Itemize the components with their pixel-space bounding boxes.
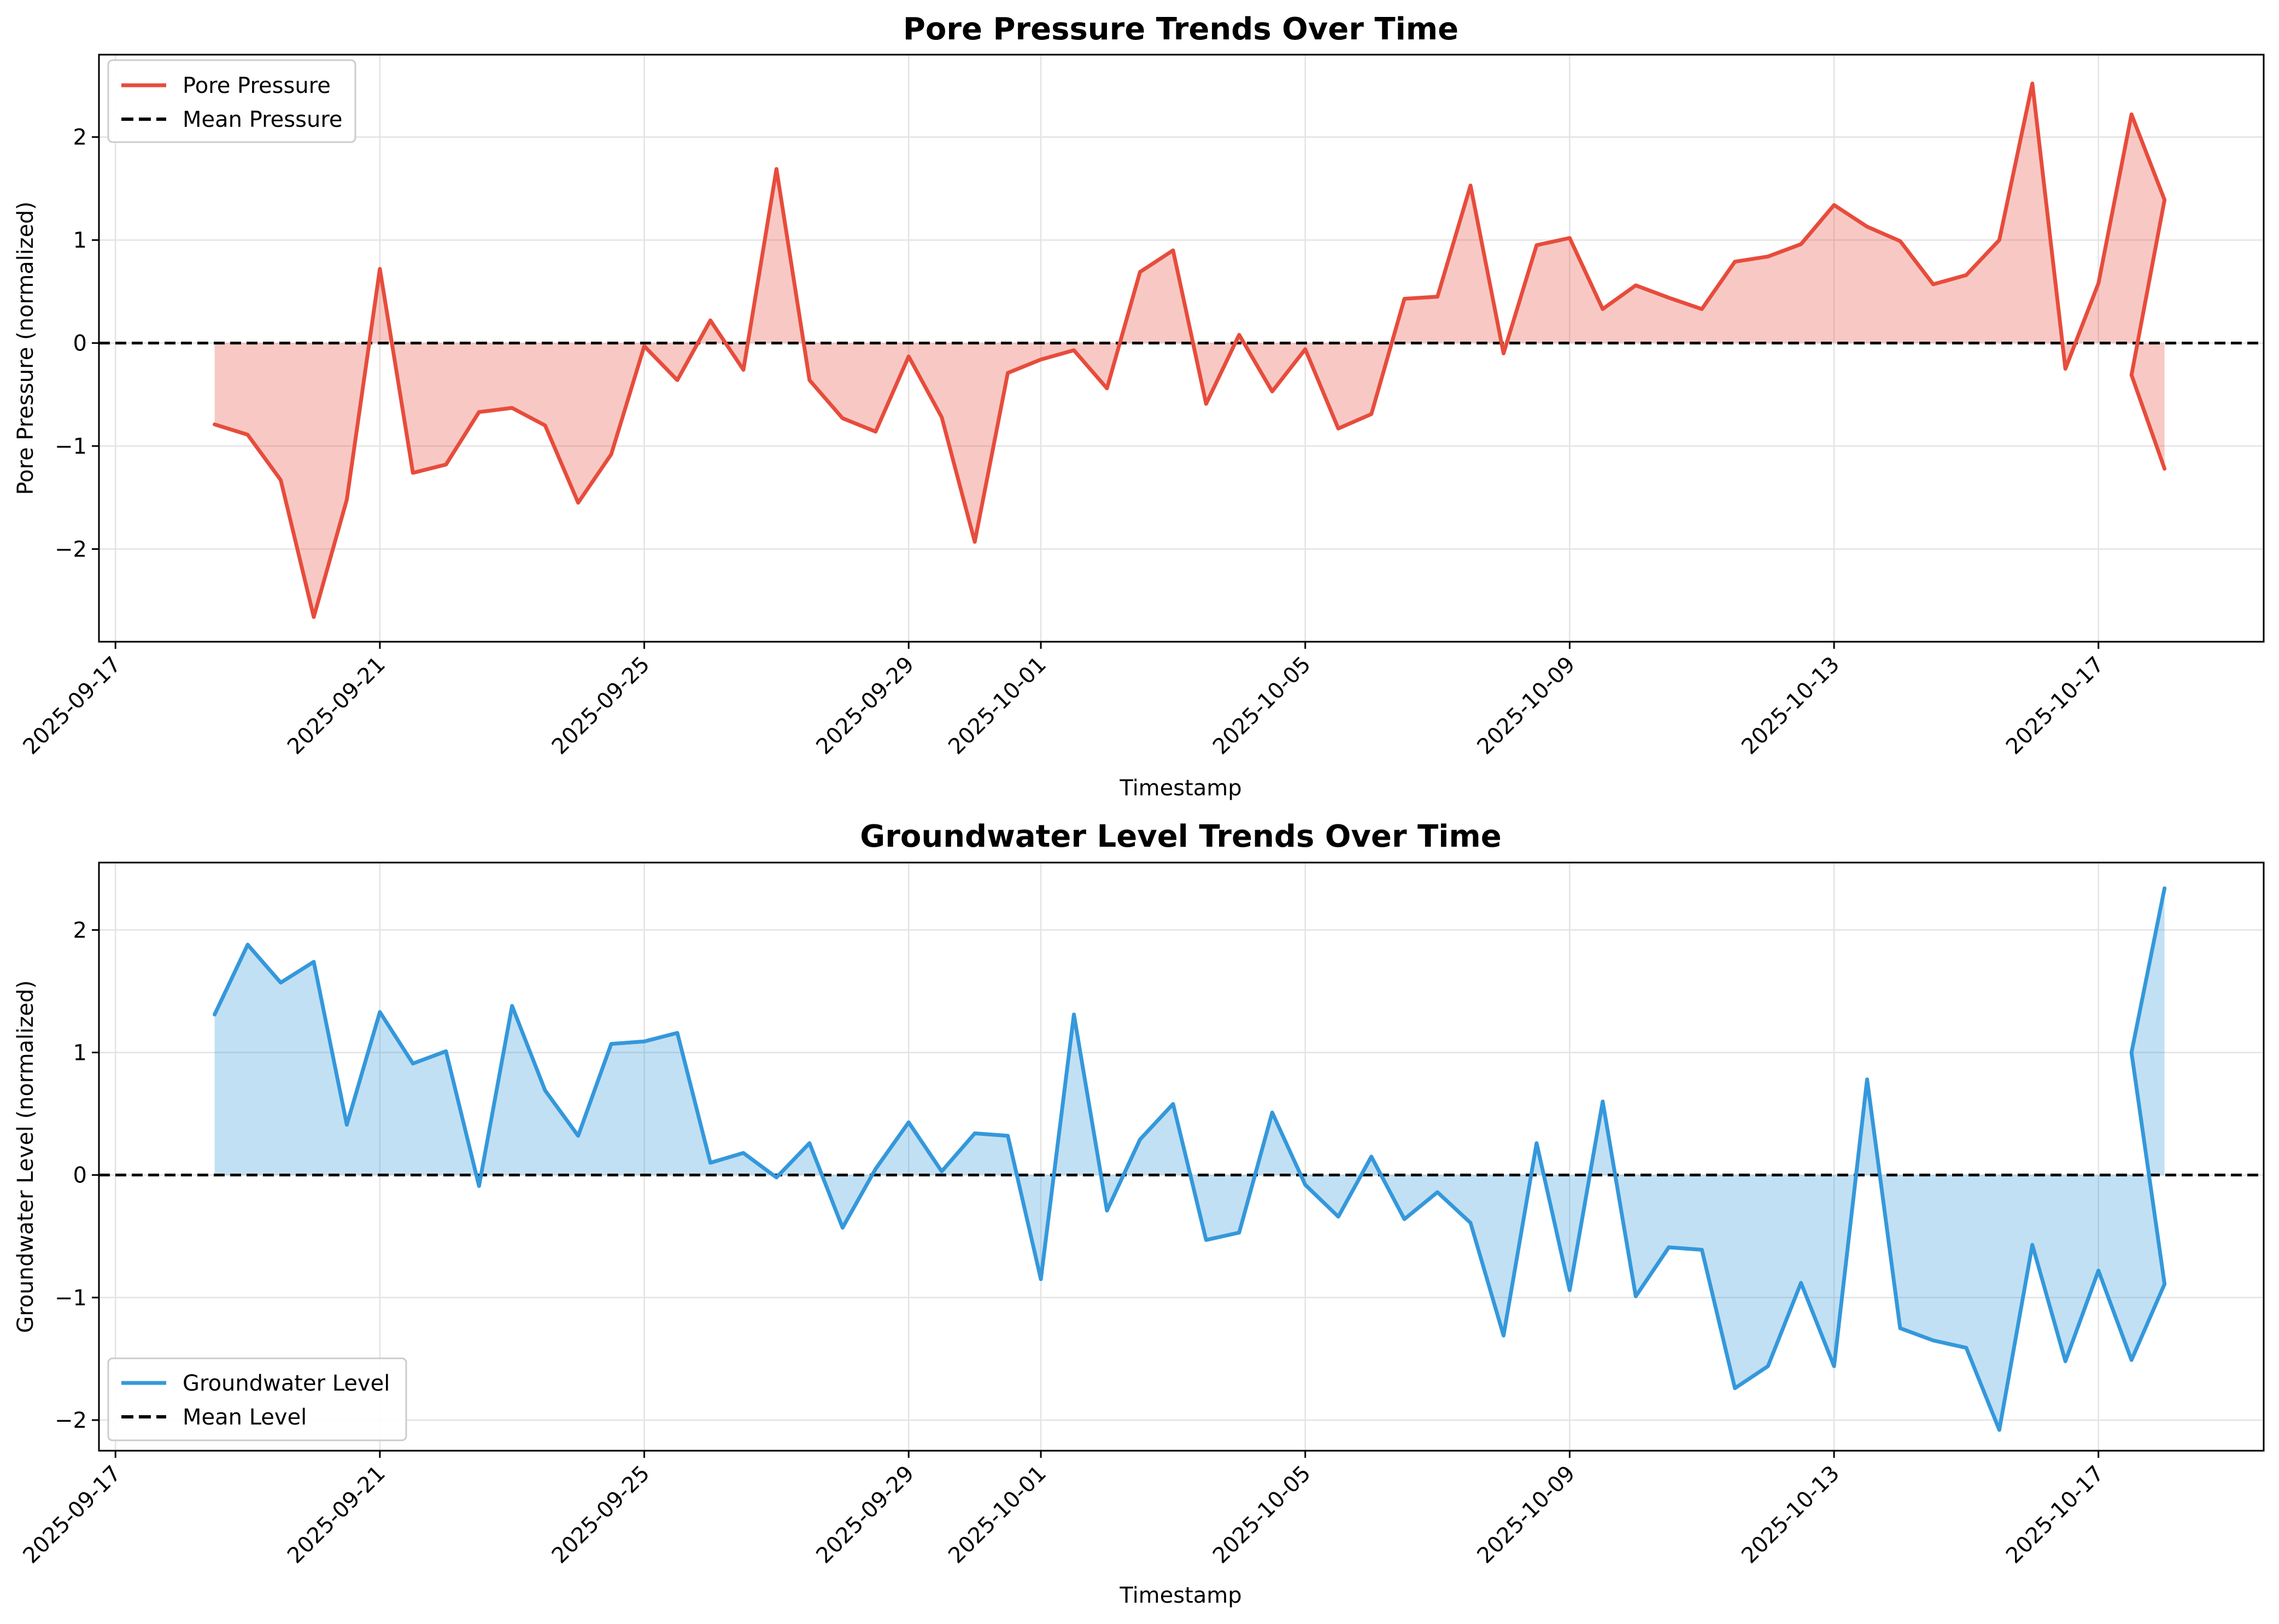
- chart-title: Pore Pressure Trends Over Time: [903, 11, 1458, 47]
- legend-label-pore-pressure: Pore Pressure: [183, 73, 331, 98]
- y-axis-label: Pore Pressure (normalized): [13, 201, 38, 495]
- fill-layer: [214, 888, 2165, 1430]
- y-tick-label: 0: [73, 1163, 87, 1188]
- series-layer: [213, 81, 2167, 619]
- legend-box: [107, 1357, 407, 1441]
- legend: Groundwater Level Mean Level: [107, 1357, 407, 1441]
- y-tick-label: −2: [55, 1408, 87, 1433]
- legend-box: [107, 59, 356, 143]
- legend: Pore Pressure Mean Pressure: [107, 59, 356, 143]
- plot-frame: [98, 861, 2265, 1452]
- plot-frame: [98, 54, 2265, 643]
- legend-label-mean-level: Mean Level: [183, 1405, 307, 1430]
- series-line: [213, 81, 2167, 619]
- x-axis-label: Timestamp: [1119, 776, 1241, 801]
- y-tick-label: 1: [73, 1040, 87, 1065]
- y-axis: −2 −1 0 1 2: [55, 125, 99, 562]
- y-tick-label: −1: [55, 1286, 87, 1311]
- series-line: [213, 886, 2167, 1432]
- series-layer: [213, 886, 2167, 1432]
- y-tick-label: 1: [73, 228, 87, 253]
- y-tick-label: 2: [73, 918, 87, 943]
- y-axis: −2 −1 0 1 2: [55, 918, 99, 1433]
- chart-title: Groundwater Level Trends Over Time: [860, 819, 1501, 854]
- fill-layer: [214, 83, 2165, 617]
- y-axis-label: Groundwater Level (normalized): [13, 980, 38, 1333]
- legend-label-groundwater-level: Groundwater Level: [183, 1371, 390, 1396]
- legend-label-mean-pressure: Mean Pressure: [183, 107, 343, 132]
- area-fill: [214, 83, 2165, 617]
- x-axis-label: Timestamp: [1119, 1583, 1241, 1608]
- y-tick-label: 2: [73, 125, 87, 150]
- y-tick-label: 0: [73, 331, 87, 356]
- y-tick-label: −1: [55, 434, 87, 459]
- y-tick-label: −2: [55, 537, 87, 562]
- area-fill: [214, 888, 2165, 1430]
